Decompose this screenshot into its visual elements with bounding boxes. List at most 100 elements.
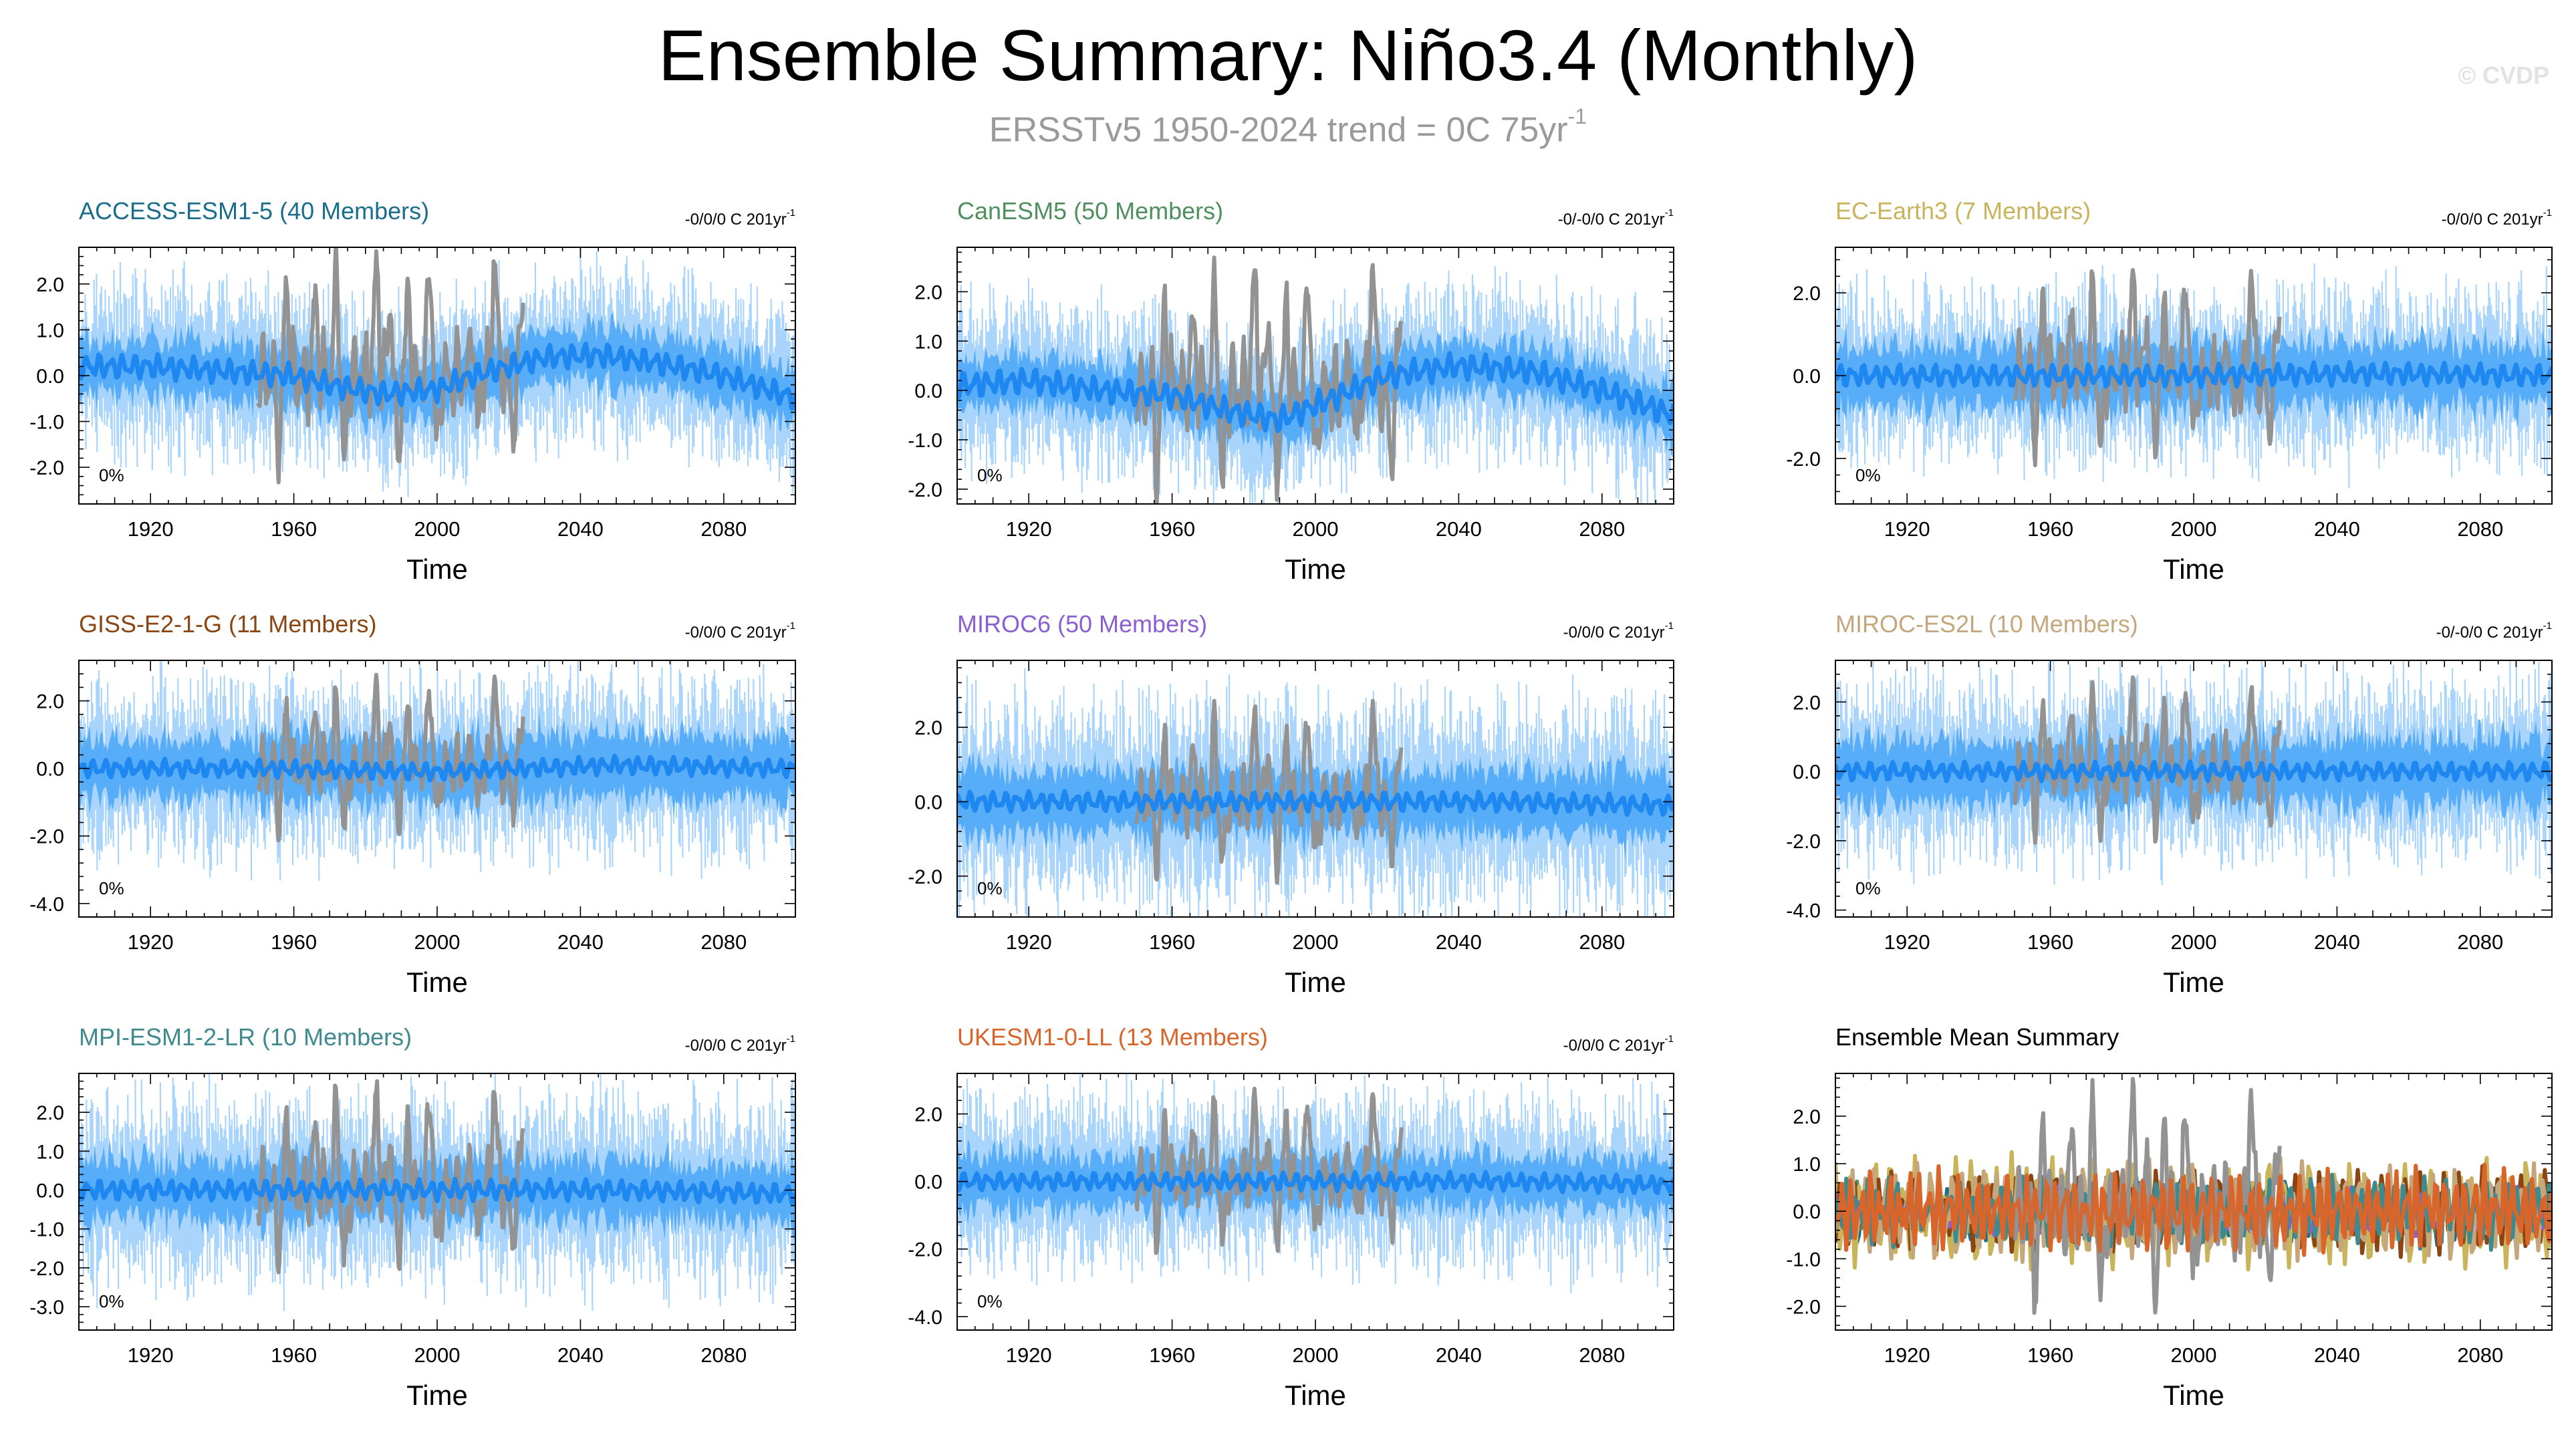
x-tick-label: 2080 (2457, 930, 2503, 954)
y-tick-label: -2.0 (908, 1239, 942, 1261)
trend-text: -0/0/0 C 201yr (1563, 624, 1665, 642)
panel-trend-label: -0/0/0 C 201yr-1 (515, 1032, 795, 1056)
percent-label: 0% (99, 1291, 124, 1311)
trend-text: -0/0/0 C 201yr (2441, 211, 2543, 229)
panel-title: MIROC-ES2L (10 Members) (1835, 610, 2138, 638)
trend-text: -0/0/0 C 201yr (684, 624, 787, 642)
trend-text: -0/0/0 C 201yr (1563, 1037, 1665, 1055)
x-tick-label: 1960 (2027, 517, 2073, 541)
x-tick-label: 2000 (2171, 517, 2217, 541)
y-tick-label: -2.0 (1786, 1296, 1821, 1318)
x-axis-label: Time (2163, 1380, 2224, 1411)
trend-superscript: -1 (786, 1033, 795, 1045)
subtitle-text: ERSSTv5 1950-2024 trend = 0C 75yr (989, 110, 1568, 150)
panel-trend-label: -0/0/0 C 201yr-1 (1393, 1032, 1674, 1056)
x-tick-label: 2080 (700, 930, 747, 954)
observations-line (256, 672, 525, 843)
y-tick-label: -2.0 (1786, 831, 1821, 853)
x-tick-label: 1960 (1149, 1343, 1195, 1367)
x-axis-label: Time (406, 966, 468, 998)
ensemble-mean-line (1835, 759, 2552, 783)
y-tick-label: 1.0 (1793, 1154, 1821, 1176)
panel-6: 1920 1960 2000 2040 2080 Time 2.0 0.0 -2.0 -4.0 0% (1786, 660, 2553, 998)
y-tick-label: -1.0 (29, 1219, 64, 1241)
percent-label: 0% (1855, 878, 1881, 898)
percent-label: 0% (977, 1291, 1003, 1311)
trend-superscript: -1 (2543, 620, 2552, 632)
x-tick-label: 2000 (414, 930, 461, 954)
panel-trend-label: -0/0/0 C 201yr-1 (1393, 619, 1674, 643)
y-tick-label: 0.0 (1793, 366, 1821, 388)
panel-trend-label: -0/-0/0 C 201yr-1 (2271, 619, 2552, 643)
panel-trend-label: -0/0/0 C 201yr-1 (515, 206, 795, 230)
x-axis-label: Time (406, 553, 468, 585)
trend-superscript: -1 (1664, 1033, 1674, 1045)
subtitle-superscript: -1 (1567, 104, 1587, 128)
y-tick-label: 0.0 (1793, 761, 1821, 783)
panel-title: Ensemble Mean Summary (1835, 1023, 2119, 1051)
plot-area (1835, 660, 2552, 885)
trend-superscript: -1 (786, 207, 795, 219)
x-tick-label: 2040 (2314, 1343, 2360, 1367)
x-tick-label: 1920 (1884, 1343, 1930, 1367)
y-tick-label: -3.0 (29, 1297, 64, 1319)
x-tick-label: 2040 (1436, 517, 1482, 541)
y-tick-label: 2.0 (36, 691, 64, 713)
ensemble-mean-line (79, 753, 795, 783)
x-tick-label: 2040 (557, 930, 604, 954)
plot-area (79, 1073, 795, 1311)
series-UKESM1-0-LL-overlay (1835, 1164, 2552, 1255)
trend-superscript: -1 (1664, 620, 1674, 632)
percent-label: 0% (99, 465, 124, 485)
ensemble-mean-line (957, 789, 1674, 817)
panel-7: 1920 1960 2000 2040 2080 Time 2.0 1.0 0.0 -1.0 -2.… (29, 1073, 796, 1411)
y-tick-label: -2.0 (29, 457, 64, 479)
panel-9: 1920 1960 2000 2040 2080 Time 2.0 1.0 0.0 -1.0 -2.… (1786, 1073, 2553, 1411)
trend-text: -0/0/0 C 201yr (684, 211, 787, 229)
x-tick-label: 2040 (557, 517, 604, 541)
x-tick-label: 1920 (1006, 1343, 1052, 1367)
percent-label: 0% (977, 878, 1003, 898)
x-tick-label: 2000 (1293, 517, 1339, 541)
x-tick-label: 2080 (1579, 517, 1625, 541)
x-tick-label: 1920 (128, 1343, 174, 1367)
y-tick-label: 2.0 (914, 717, 942, 739)
panel-1: 1920 1960 2000 2040 2080 Time 2.0 1.0 0.0 -1.0 -2.… (29, 247, 796, 585)
x-tick-label: 1960 (271, 930, 317, 954)
trend-superscript: -1 (786, 620, 795, 632)
page-title: Ensemble Summary: Niño3.4 (Monthly) (658, 15, 1918, 96)
plot-area (79, 660, 795, 881)
x-tick-label: 1960 (1149, 930, 1195, 954)
plot-area (1835, 263, 2552, 489)
x-tick-label: 2080 (1579, 930, 1625, 954)
x-tick-label: 2000 (2171, 930, 2217, 954)
ensemble-mean-line (957, 1170, 1674, 1196)
x-tick-label: 2000 (1293, 1343, 1339, 1367)
y-tick-label: 0.0 (914, 380, 942, 402)
x-tick-label: 2080 (700, 517, 747, 541)
plot-area (957, 1073, 1674, 1294)
y-tick-label: -4.0 (1786, 900, 1821, 922)
plot-area (957, 255, 1674, 504)
trend-text: -0/0/0 C 201yr (684, 1037, 787, 1055)
x-tick-label: 2080 (2457, 517, 2503, 541)
ensemble-mean-line (79, 342, 795, 411)
y-tick-label: 2.0 (914, 281, 942, 303)
y-tick-label: 2.0 (914, 1104, 942, 1126)
panel-5: 1920 1960 2000 2040 2080 Time 2.0 0.0 -2.0 0% (908, 660, 1674, 998)
y-tick-label: 2.0 (1793, 283, 1821, 305)
y-tick-label: 0.0 (36, 1180, 64, 1202)
x-tick-label: 1960 (271, 517, 317, 541)
y-tick-label: 2.0 (1793, 692, 1821, 714)
y-tick-label: 0.0 (36, 759, 64, 781)
x-tick-label: 1920 (128, 517, 174, 541)
panel-title: MIROC6 (50 Members) (957, 610, 1208, 638)
panel-2: 1920 1960 2000 2040 2080 Time 2.0 1.0 0.0 -1.0 -2.… (908, 247, 1674, 585)
x-tick-label: 2040 (557, 1343, 604, 1367)
panel-8: 1920 1960 2000 2040 2080 Time 2.0 0.0 -2.0 -4.0 0% (908, 1073, 1674, 1411)
x-tick-label: 2000 (414, 517, 461, 541)
panel-title: CanESM5 (50 Members) (957, 197, 1224, 225)
panel-title: ACCESS-ESM1-5 (40 Members) (79, 197, 430, 225)
copyright-watermark: © CVDP (2458, 61, 2549, 89)
x-tick-label: 2040 (1436, 1343, 1482, 1367)
